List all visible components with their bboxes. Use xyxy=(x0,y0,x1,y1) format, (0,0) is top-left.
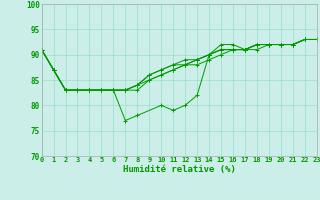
X-axis label: Humidité relative (%): Humidité relative (%) xyxy=(123,165,236,174)
